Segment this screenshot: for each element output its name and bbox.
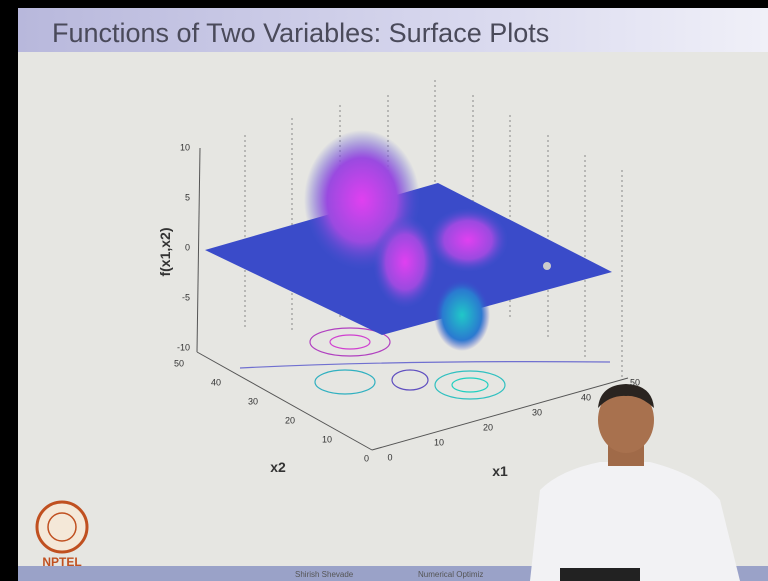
tick-label: 0: [387, 452, 392, 462]
tick-label: 30: [532, 407, 542, 417]
tick-label: 40: [581, 392, 591, 402]
video-frame: Functions of Two Variables: Surface Plot…: [0, 0, 768, 581]
tick-label: 0: [185, 242, 190, 252]
tick-label: 50: [174, 358, 184, 368]
x1-axis-label: x1: [492, 463, 508, 479]
page: Functions of Two Variables: Surface Plot…: [0, 0, 768, 581]
tick-label: -10: [177, 342, 190, 352]
surface-peak: [373, 216, 437, 308]
tick-label: 0: [364, 453, 369, 463]
surface-pit: [434, 279, 490, 351]
tick-label: 20: [285, 415, 295, 425]
tick-label: 40: [211, 377, 221, 387]
logo: NPTEL: [37, 502, 87, 569]
tick-label: 50: [630, 377, 640, 387]
tick-label: 20: [483, 422, 493, 432]
tick-label: 10: [322, 434, 332, 444]
z-axis-label: f(x1,x2): [157, 227, 173, 276]
footer-author: Shirish Shevade: [295, 570, 354, 579]
tick-label: 30: [248, 396, 258, 406]
footer-course: Numerical Optimiz: [418, 570, 483, 579]
slide-title: Functions of Two Variables: Surface Plot…: [52, 18, 549, 48]
tick-label: 10: [434, 437, 444, 447]
tick-label: 10: [180, 142, 190, 152]
tick-label: -5: [182, 292, 190, 302]
surface-peak: [428, 208, 508, 272]
x2-axis-label: x2: [270, 459, 286, 475]
tick-label: 5: [185, 192, 190, 202]
pointer: [543, 262, 551, 270]
